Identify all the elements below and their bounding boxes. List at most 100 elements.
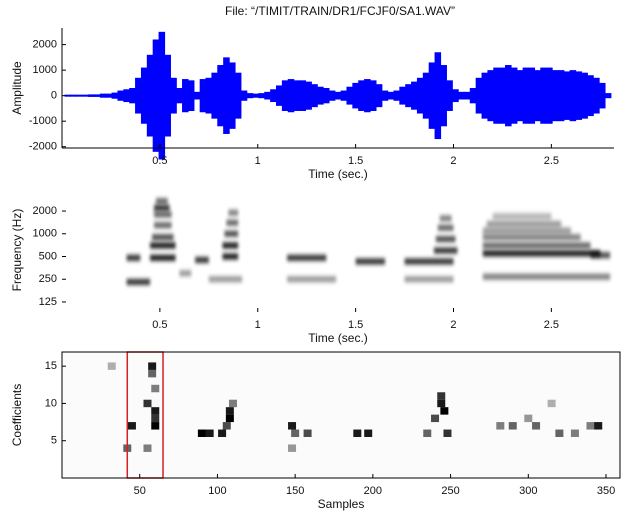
waveform-segment: [364, 79, 371, 113]
waveform-segment: [369, 80, 377, 111]
formant-band: [404, 276, 454, 283]
waveform-segment: [416, 77, 424, 114]
waveform-segment: [152, 39, 160, 152]
waveform-segment: [88, 94, 95, 97]
waveform-segment: [516, 70, 524, 122]
waveform-segment: [434, 52, 442, 140]
y-tick-label: -2000: [29, 141, 57, 153]
waveform-segment: [123, 89, 130, 103]
waveform-segment: [264, 91, 271, 100]
waveform-segment: [76, 94, 83, 97]
coefficient-cell: [148, 362, 157, 370]
formant-band: [224, 230, 239, 237]
waveform-segment: [375, 84, 383, 108]
coefficient-cell: [443, 429, 452, 437]
coefficient-cell: [107, 362, 116, 370]
coefficient-cell: [288, 422, 297, 430]
coefficient-cell: [364, 429, 373, 437]
waveform-segment: [223, 57, 230, 134]
x-tick-label: 0.5: [152, 155, 167, 167]
coefficient-cell: [547, 399, 556, 408]
x-tick-label: 300: [519, 485, 537, 497]
formant-band: [179, 270, 192, 277]
formant-band: [195, 256, 209, 263]
coefficient-cell: [197, 429, 206, 437]
waveform-segment: [270, 89, 277, 103]
waveform-segment: [129, 88, 136, 104]
formant-band: [155, 198, 168, 205]
coefficient-cell: [148, 369, 157, 378]
waveform-segment: [534, 70, 541, 122]
waveform-segment: [358, 80, 365, 111]
coefficient-cell: [151, 384, 160, 393]
x-tick-label: 1.5: [348, 155, 363, 167]
waveform-segment: [399, 86, 406, 105]
waveform-segment: [505, 65, 512, 127]
waveform-segment: [593, 77, 600, 114]
waveform-segment: [305, 81, 312, 110]
waveform-segment: [99, 93, 107, 98]
waveform-segment: [587, 75, 594, 117]
coefficient-cell: [303, 429, 312, 437]
coefficient-cell: [437, 392, 446, 400]
waveform-segment: [452, 89, 459, 103]
y-tick-label: 1000: [33, 228, 57, 240]
waveform-segment: [258, 93, 265, 99]
waveform-segment: [111, 92, 119, 99]
waveform-segment: [164, 54, 171, 137]
waveform-segment: [64, 94, 72, 97]
coefficient-cell: [532, 422, 541, 430]
x-tick-label: 250: [441, 485, 459, 497]
x-tick-label: 200: [364, 485, 382, 497]
coefficient-cell: [586, 422, 595, 430]
waveform-segment: [540, 67, 547, 124]
y-tick-label: 10: [45, 397, 57, 409]
y-tick-label: 0: [51, 90, 57, 102]
formant-band: [439, 215, 452, 222]
y-tick-label: 2000: [33, 205, 57, 217]
coefficient-cell: [151, 422, 160, 430]
waveform-segment: [493, 67, 500, 124]
formant-band: [154, 204, 170, 211]
formant-band: [287, 276, 337, 283]
formant-band: [590, 252, 611, 259]
waveform-segment: [276, 85, 283, 106]
waveform-segment: [252, 93, 260, 98]
waveform-segment: [140, 67, 148, 124]
coefficient-cell: [570, 429, 579, 437]
formant-band: [437, 224, 454, 231]
x-tick-label: 2.5: [544, 155, 559, 167]
x-tick-label: 2.5: [544, 319, 559, 331]
waveform-segment: [187, 80, 195, 111]
y-tick-label: -1000: [29, 115, 57, 127]
x-tick-label: 150: [286, 485, 304, 497]
coefficient-cell: [353, 429, 362, 437]
y-axis-label: Amplitude: [10, 61, 24, 115]
y-tick-label: 2000: [33, 39, 57, 51]
waveform-segment: [158, 31, 166, 160]
formant-band: [150, 242, 176, 249]
x-tick-label: 1.5: [348, 319, 363, 331]
waveform-segment: [499, 67, 506, 124]
waveform-segment: [176, 88, 183, 104]
y-tick-label: 15: [45, 360, 57, 372]
waveform-segment: [522, 67, 530, 124]
waveform-segment: [393, 90, 400, 101]
y-tick-label: 250: [39, 273, 57, 285]
x-tick-label: 0.5: [152, 319, 167, 331]
waveform-segment: [604, 93, 612, 99]
waveform-segment: [146, 54, 154, 137]
coefficient-cell: [437, 399, 446, 408]
coefficient-cell: [508, 422, 517, 430]
formant-band: [126, 254, 141, 261]
coefficient-cell: [440, 407, 449, 415]
waveform-segment: [229, 62, 236, 129]
formant-band: [226, 219, 239, 226]
x-tick-label: 1: [255, 155, 261, 167]
x-tick-label: 100: [208, 485, 226, 497]
waveform-segment: [234, 72, 242, 119]
waveform-segment: [334, 91, 342, 100]
waveform-segment: [487, 70, 494, 122]
waveform-segment: [322, 88, 330, 104]
formant-band: [154, 222, 172, 229]
